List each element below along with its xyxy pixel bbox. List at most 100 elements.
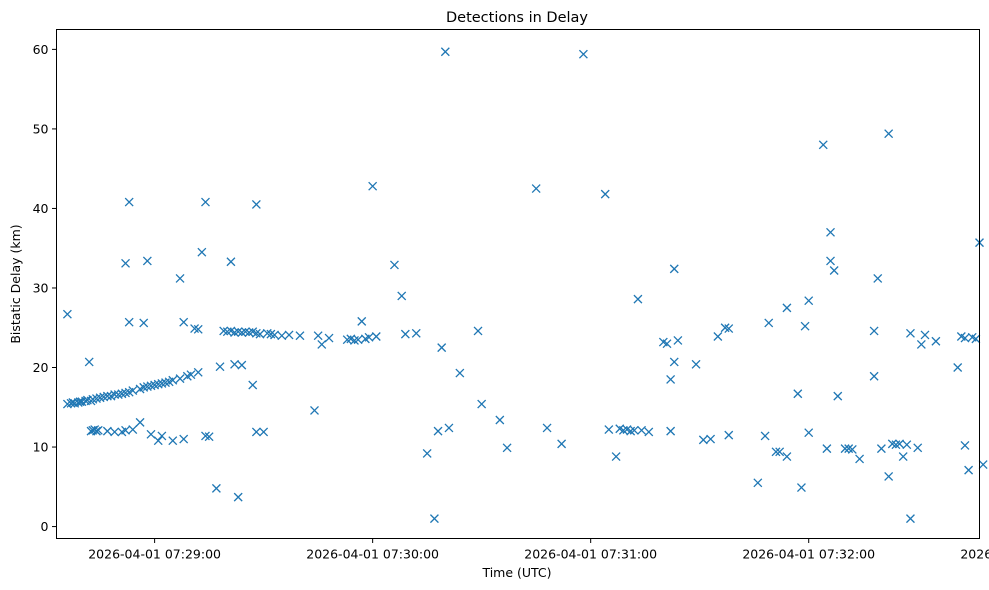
data-point — [175, 273, 185, 283]
data-point — [840, 444, 850, 454]
data-point — [255, 329, 265, 339]
data-point — [796, 483, 806, 493]
x-tick-label: 2026-04-01 07:29:00 — [88, 547, 221, 562]
data-point — [829, 266, 839, 275]
data-point — [251, 200, 261, 209]
x-tick-label: 2026-04-01 07:33:00 — [960, 547, 989, 562]
data-point — [389, 260, 399, 270]
data-point — [168, 375, 178, 385]
data-point — [611, 452, 621, 462]
data-point — [800, 321, 810, 331]
data-point — [102, 391, 112, 401]
data-point — [604, 425, 614, 435]
data-point — [793, 389, 803, 399]
data-point — [775, 447, 785, 457]
data-point — [259, 427, 269, 437]
data-point — [179, 317, 189, 327]
data-point — [698, 435, 708, 445]
data-point — [179, 434, 189, 444]
data-point — [201, 197, 210, 207]
data-point — [495, 415, 505, 425]
data-point — [230, 359, 240, 369]
data-point — [135, 417, 145, 427]
data-point — [531, 184, 541, 194]
data-point — [66, 398, 76, 408]
data-point — [724, 430, 734, 440]
data-point — [186, 370, 196, 380]
y-axis: 0 10 20 30 40 50 60 — [33, 42, 57, 534]
data-point — [211, 483, 221, 493]
data-point — [666, 374, 676, 384]
data-point — [277, 331, 287, 341]
data-point — [270, 330, 279, 340]
y-tick-label: 0 — [41, 519, 49, 534]
data-point — [128, 425, 138, 435]
data-point — [175, 374, 185, 384]
data-point — [898, 452, 908, 462]
data-point — [578, 49, 588, 59]
data-point — [146, 429, 156, 439]
data-point — [629, 425, 639, 435]
data-point — [284, 330, 294, 340]
data-point — [124, 197, 134, 207]
data-point — [691, 359, 701, 369]
data-point — [433, 426, 443, 436]
data-point — [869, 371, 879, 381]
data-point — [713, 332, 723, 341]
data-point — [84, 357, 94, 367]
chart-title: Detections in Delay — [446, 10, 588, 26]
data-point — [669, 357, 679, 367]
data-point — [826, 256, 835, 266]
data-point — [826, 227, 835, 237]
data-point — [92, 426, 101, 436]
data-point — [102, 426, 112, 436]
data-point — [197, 247, 207, 257]
data-point — [444, 423, 454, 433]
data-point — [455, 368, 465, 378]
data-point — [804, 428, 814, 438]
plot-area — [56, 29, 979, 538]
data-point — [971, 334, 981, 344]
data-point — [121, 258, 131, 268]
data-point — [193, 367, 203, 377]
y-axis-label: Bistatic Delay (km) — [8, 224, 23, 343]
data-point — [142, 256, 152, 266]
data-point — [913, 443, 923, 453]
data-point — [473, 326, 483, 336]
data-point — [822, 444, 832, 454]
y-tick-label: 20 — [33, 360, 49, 375]
x-axis: 2026-04-01 07:29:00 2026-04-01 07:30:00 20… — [88, 538, 989, 562]
data-point — [324, 333, 334, 343]
x-tick-label: 2026-04-01 07:32:00 — [742, 547, 875, 562]
data-point — [902, 440, 912, 450]
data-point — [873, 273, 883, 283]
data-point — [437, 343, 447, 353]
y-tick-label: 30 — [33, 280, 49, 295]
data-point — [62, 309, 72, 319]
data-point — [753, 478, 763, 488]
data-point — [310, 405, 319, 415]
data-point — [313, 331, 323, 341]
data-point — [666, 426, 676, 436]
data-point — [964, 465, 974, 475]
data-point — [368, 181, 378, 191]
data-point — [557, 439, 567, 449]
data-point — [168, 436, 178, 446]
data-point — [847, 444, 857, 454]
data-point — [364, 332, 374, 342]
data-point — [884, 129, 894, 139]
data-point — [251, 427, 261, 437]
data-point — [669, 264, 679, 274]
scatter-points — [62, 47, 988, 524]
data-point — [637, 425, 647, 435]
data-point — [237, 360, 247, 370]
data-point — [353, 335, 363, 345]
data-point — [411, 328, 421, 338]
data-point — [397, 291, 407, 301]
data-point — [960, 440, 970, 450]
data-point — [782, 452, 792, 462]
data-point — [542, 423, 552, 433]
data-point — [233, 492, 243, 502]
data-point — [440, 47, 450, 57]
